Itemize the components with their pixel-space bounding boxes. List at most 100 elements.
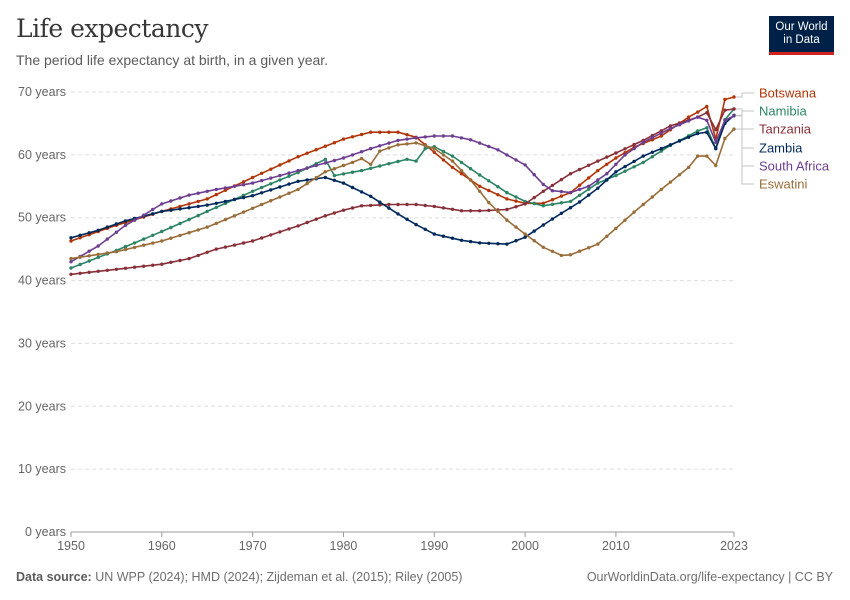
series-label[interactable]: Eswatini bbox=[759, 177, 808, 192]
data-point bbox=[350, 160, 355, 165]
data-point bbox=[241, 241, 246, 245]
data-point bbox=[714, 146, 718, 151]
series-label[interactable]: Tanzania bbox=[759, 122, 812, 137]
data-point bbox=[105, 268, 110, 272]
data-point bbox=[505, 197, 509, 201]
data-point bbox=[341, 181, 346, 185]
data-point bbox=[614, 170, 618, 174]
data-point bbox=[114, 250, 119, 254]
x-tick-label: 1950 bbox=[57, 539, 85, 553]
data-point bbox=[205, 203, 209, 207]
data-point bbox=[577, 187, 582, 192]
data-point bbox=[223, 245, 228, 249]
data-point bbox=[423, 135, 427, 139]
series-label[interactable]: Botswana bbox=[759, 86, 817, 101]
data-point bbox=[123, 223, 128, 227]
data-point bbox=[369, 166, 373, 170]
data-point bbox=[151, 207, 155, 212]
footer-url[interactable]: OurWorldinData.org/life-expectancy | CC … bbox=[586, 570, 833, 584]
logo-line-1: Our World bbox=[775, 21, 828, 33]
data-point bbox=[250, 194, 255, 198]
data-point bbox=[614, 151, 618, 155]
data-point bbox=[677, 173, 682, 177]
series-eswatini[interactable] bbox=[69, 127, 736, 261]
data-point bbox=[69, 260, 73, 264]
y-tick-label: 40 years bbox=[18, 274, 66, 288]
data-point bbox=[587, 187, 591, 191]
data-point bbox=[269, 167, 273, 171]
data-point bbox=[423, 144, 427, 148]
data-point bbox=[350, 153, 355, 157]
series-namibia[interactable] bbox=[69, 107, 736, 270]
data-point bbox=[96, 269, 100, 273]
data-point bbox=[359, 204, 364, 208]
data-point bbox=[505, 242, 509, 246]
data-point bbox=[514, 225, 518, 229]
series-tanzania[interactable] bbox=[69, 107, 736, 276]
data-point bbox=[160, 209, 164, 214]
data-point bbox=[441, 234, 446, 238]
data-point bbox=[459, 136, 464, 140]
data-point bbox=[105, 237, 110, 241]
data-point bbox=[369, 162, 373, 166]
data-point bbox=[160, 239, 164, 243]
owid-logo[interactable]: Our World in Data bbox=[769, 16, 834, 55]
y-tick-label: 70 years bbox=[18, 85, 66, 99]
data-point bbox=[142, 264, 146, 268]
data-point bbox=[69, 239, 73, 243]
y-tick-label: 50 years bbox=[18, 211, 66, 225]
x-tick-label: 2023 bbox=[720, 539, 748, 553]
data-point bbox=[405, 217, 409, 221]
data-point bbox=[414, 202, 418, 207]
data-point bbox=[341, 156, 346, 160]
data-point bbox=[714, 140, 718, 144]
logo-line-2: in Data bbox=[783, 34, 820, 46]
data-point bbox=[514, 195, 518, 199]
data-point bbox=[250, 189, 255, 193]
data-point bbox=[196, 199, 200, 204]
data-point bbox=[350, 206, 355, 210]
series-south-africa[interactable] bbox=[69, 114, 736, 264]
data-point bbox=[705, 111, 709, 115]
data-point bbox=[359, 168, 364, 173]
data-point bbox=[350, 170, 355, 174]
data-point bbox=[196, 204, 200, 209]
data-point bbox=[623, 153, 627, 157]
data-point bbox=[596, 186, 600, 190]
data-point bbox=[705, 130, 709, 134]
series-label[interactable]: Namibia bbox=[759, 104, 807, 119]
data-point bbox=[632, 210, 636, 214]
data-point bbox=[260, 178, 264, 183]
data-point bbox=[459, 168, 464, 173]
data-point bbox=[114, 230, 119, 234]
series-label[interactable]: Zambia bbox=[759, 141, 803, 156]
data-point bbox=[686, 119, 691, 123]
data-point bbox=[250, 175, 255, 180]
data-point bbox=[305, 220, 309, 225]
data-point bbox=[641, 140, 645, 144]
data-point bbox=[659, 134, 663, 138]
data-point bbox=[369, 130, 373, 134]
data-point bbox=[487, 144, 491, 149]
data-point bbox=[441, 134, 446, 138]
data-point bbox=[314, 163, 318, 168]
data-point bbox=[78, 236, 82, 240]
series-label[interactable]: South Africa bbox=[759, 159, 830, 174]
chart-title: Life expectancy bbox=[16, 14, 208, 43]
data-point bbox=[505, 153, 509, 157]
data-point bbox=[205, 189, 209, 193]
data-point bbox=[432, 146, 436, 151]
data-point bbox=[714, 163, 718, 168]
y-tick-label: 60 years bbox=[18, 148, 66, 162]
data-point bbox=[187, 217, 191, 222]
data-point bbox=[314, 217, 318, 221]
data-point bbox=[151, 241, 155, 245]
series-botswana[interactable] bbox=[69, 95, 736, 243]
data-point bbox=[514, 239, 518, 243]
data-point bbox=[659, 187, 663, 192]
data-point bbox=[96, 244, 100, 248]
data-point bbox=[686, 165, 691, 170]
series-zambia[interactable] bbox=[69, 113, 736, 246]
data-point bbox=[278, 185, 282, 189]
data-source-label: Data source: bbox=[16, 570, 92, 584]
